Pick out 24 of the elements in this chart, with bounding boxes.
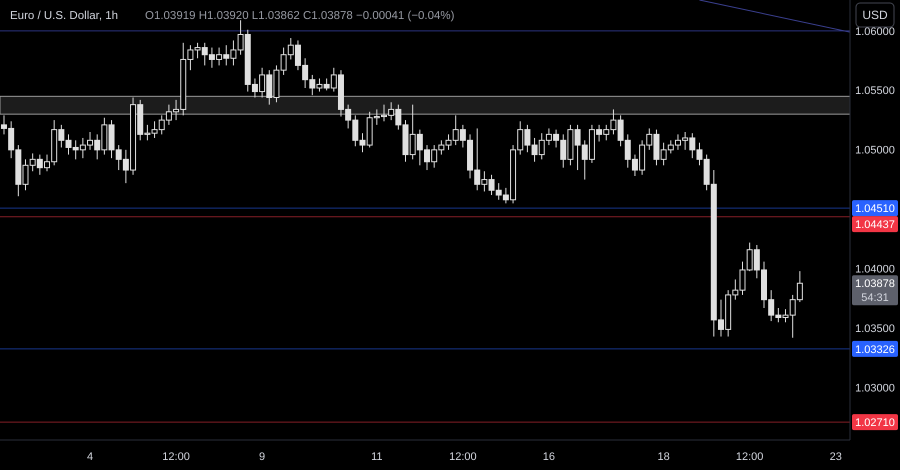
x-tick-label: 9 bbox=[259, 451, 266, 463]
ref-line-label: 1.02710 bbox=[855, 417, 895, 430]
x-tick-label: 16 bbox=[542, 451, 556, 463]
x-tick-label: 12:00 bbox=[162, 451, 190, 463]
y-tick-label: 1.04000 bbox=[855, 264, 895, 276]
text: O1.03919 H1.03920 L1.03862 C1.03878 −0.00041 (−0.04%) bbox=[145, 10, 455, 22]
text: 1.03878 bbox=[855, 278, 895, 290]
y-axis-title: USD bbox=[862, 8, 888, 22]
x-tick-label: 11 bbox=[371, 451, 383, 463]
y-tick-label: 1.03500 bbox=[855, 323, 895, 336]
x-tick-label: 18 bbox=[658, 451, 670, 463]
text: Euro / U.S. Dollar, 1h bbox=[10, 10, 118, 22]
x-tick-label: 23 bbox=[830, 451, 842, 463]
ref-line-label: 1.04510 bbox=[855, 202, 895, 215]
ref-line-label: 1.03326 bbox=[855, 344, 895, 356]
text: 54:31 bbox=[861, 292, 889, 304]
y-tick-label: 1.05500 bbox=[855, 85, 895, 98]
x-tick-label: 4 bbox=[86, 451, 94, 463]
x-tick-label: 12:00 bbox=[736, 451, 764, 463]
x-tick-label: 12:00 bbox=[449, 451, 477, 463]
y-tick-label: 1.06000 bbox=[855, 26, 895, 38]
y-tick-label: 1.05000 bbox=[855, 144, 895, 157]
y-tick-label: 1.03000 bbox=[855, 382, 895, 395]
ref-line-label: 1.04437 bbox=[855, 218, 895, 231]
